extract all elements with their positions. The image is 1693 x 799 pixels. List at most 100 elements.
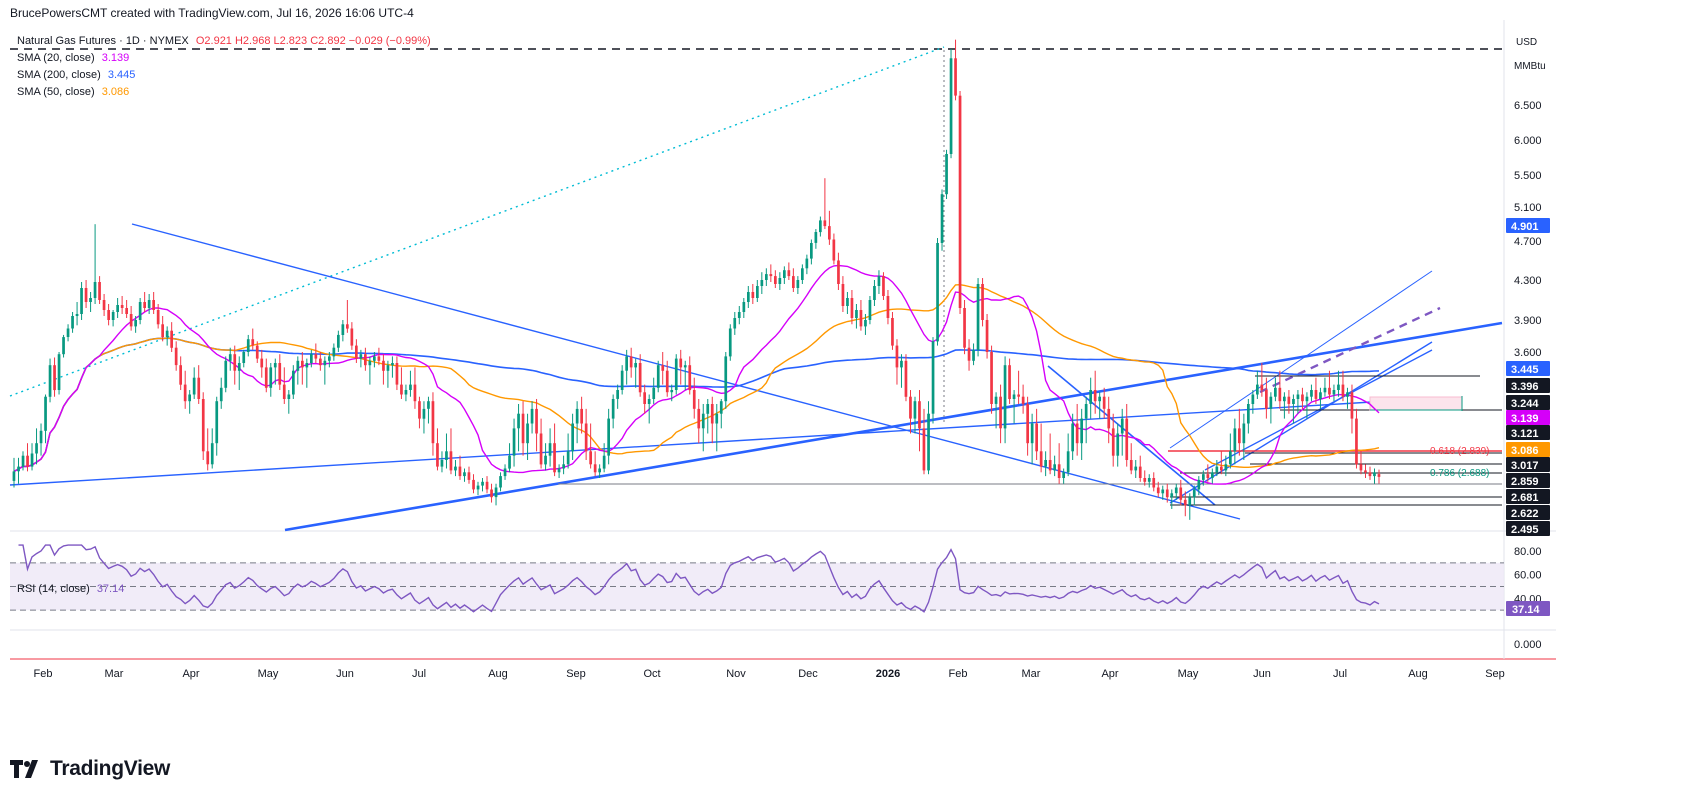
sma20-line [13, 264, 1380, 485]
time-tick-label: Jun [1253, 668, 1271, 680]
candle-body [823, 220, 827, 227]
candle-body [319, 358, 322, 366]
candle-body [102, 300, 106, 310]
rsi-line [18, 544, 1380, 613]
rsi-label: RSI (14, close) [17, 583, 90, 595]
candle-body [1229, 451, 1232, 465]
candle-body [656, 365, 660, 388]
price-label-text: 3.086 [1511, 445, 1539, 457]
time-tick-label: Apr [1101, 668, 1118, 680]
candle-body [310, 354, 313, 363]
candle-body [1003, 365, 1007, 429]
tradingview-brand[interactable]: TradingView [10, 757, 170, 781]
candle-body [611, 399, 615, 419]
candle-body [1278, 387, 1282, 402]
candle-body [152, 300, 155, 310]
candle-body [1174, 487, 1178, 494]
candle-body [1274, 387, 1277, 397]
candle-body [616, 390, 619, 399]
time-tick-label: May [1178, 668, 1199, 680]
candle-body [936, 243, 939, 342]
price-label-box [1506, 489, 1550, 504]
candle-body [873, 286, 876, 300]
candle-body [179, 365, 182, 385]
candle-body [116, 305, 119, 312]
candle-body [1233, 428, 1237, 452]
candle-body [634, 363, 637, 368]
sma20-label: SMA (20, close) [17, 52, 95, 64]
candle-body [1283, 396, 1286, 402]
candle-body [215, 401, 219, 444]
candle-body [638, 363, 642, 393]
symbol-name: Natural Gas Futures · 1D · NYMEX [17, 35, 189, 47]
candle-body [1197, 479, 1201, 490]
candle-body [742, 302, 746, 312]
candle-body [553, 443, 556, 473]
candle-body [706, 404, 710, 414]
candle-body [1287, 396, 1291, 404]
sma50-legend: SMA (50, close) 3.086 [17, 86, 129, 98]
time-tick-label: Jul [412, 668, 426, 680]
candle-body [1373, 472, 1376, 477]
drawings: 0.618 (2.839) 0.786 (2.688) [9, 46, 1504, 532]
candle-body [282, 384, 286, 399]
candle-body [1012, 394, 1016, 399]
candle-body [53, 365, 56, 391]
price-label-box [1506, 410, 1550, 425]
candle-body [255, 345, 259, 359]
candle-body [1220, 466, 1223, 471]
candle-body [332, 347, 336, 357]
candle-body [580, 408, 583, 424]
candle-body [1305, 396, 1309, 402]
sma200-label: SMA (200, close) [17, 69, 101, 81]
candle-body [1138, 466, 1142, 478]
candle-body [143, 302, 146, 308]
sma50-line [13, 283, 1380, 473]
price-label-box [1506, 457, 1550, 472]
candle-body [373, 356, 376, 361]
candle-body [539, 433, 543, 465]
candle-body [413, 384, 417, 402]
candle-body [900, 360, 903, 368]
candle-body [1265, 390, 1268, 409]
candle-body [1359, 464, 1363, 471]
candle-body [1170, 493, 1174, 498]
candle-body [512, 428, 516, 456]
sma200-value: 3.445 [107, 69, 136, 81]
time-tick-label: Nov [726, 668, 746, 680]
price-label-text: 3.244 [1511, 398, 1539, 410]
candle-body [683, 365, 687, 368]
sma50-value: 3.086 [101, 86, 130, 98]
candle-body [571, 423, 574, 452]
price-label-box [1506, 505, 1550, 520]
candle-body [183, 384, 187, 402]
candle-body [422, 408, 426, 419]
candle-body [409, 384, 412, 390]
candle-body [481, 481, 484, 486]
time-tick-label: Apr [182, 668, 199, 680]
candle-body [427, 401, 430, 409]
candle-body [1328, 387, 1331, 395]
candle-body [445, 451, 448, 460]
candle-body [715, 413, 719, 424]
symbol-legend: Natural Gas Futures · 1D · NYMEX O2.921 … [17, 35, 431, 47]
candle-body [467, 472, 471, 480]
candle-body [1156, 487, 1160, 494]
time-tick-label: Dec [798, 668, 818, 680]
candle-body [39, 430, 43, 444]
candle-body [972, 349, 975, 361]
candle-body [278, 363, 282, 385]
price-label-box [1506, 361, 1550, 376]
candle-body [1260, 384, 1264, 390]
candle-body [769, 274, 773, 277]
currency-label: USD [1516, 37, 1537, 48]
candle-body [359, 354, 363, 359]
candle-body [1048, 460, 1052, 471]
candle-body [1368, 472, 1372, 477]
dotted-trendline [9, 46, 945, 397]
candle-body [598, 468, 601, 473]
candle-body [264, 367, 268, 388]
candle-body [922, 428, 926, 471]
